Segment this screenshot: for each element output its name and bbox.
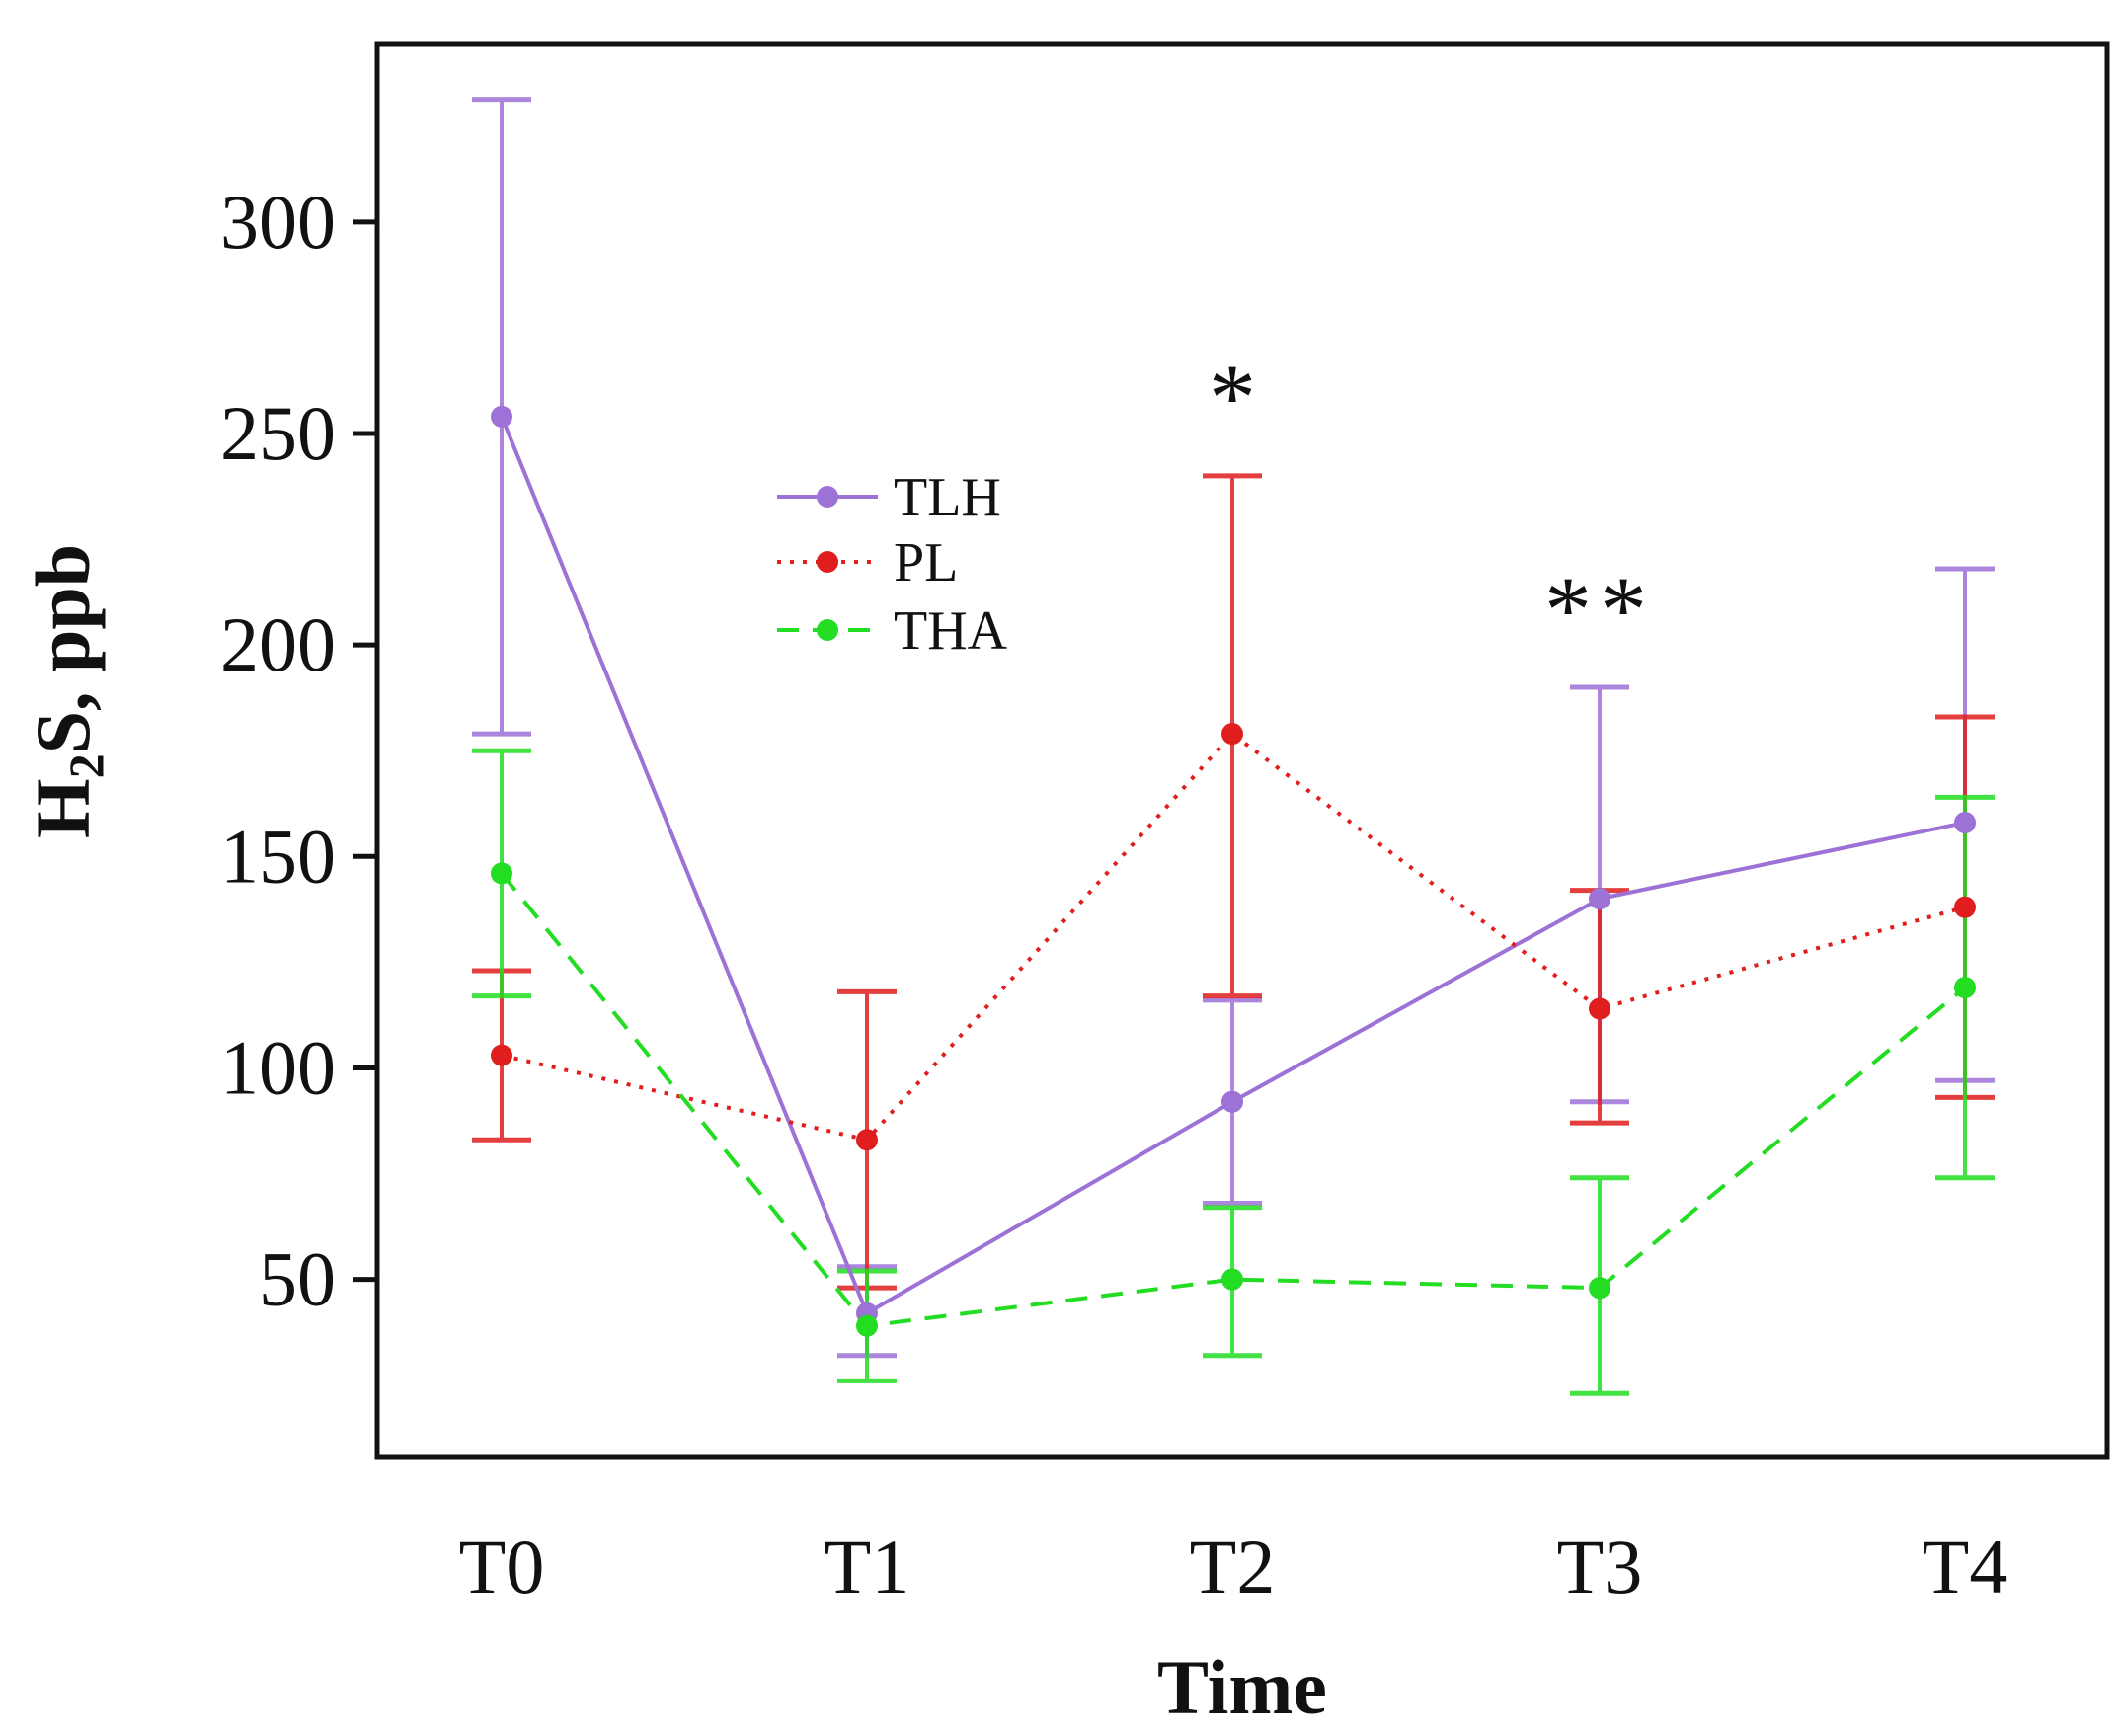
tha-point-t0 xyxy=(491,862,512,885)
x-tick-label-t3: T3 xyxy=(1557,1524,1643,1610)
series-points xyxy=(491,405,1976,1337)
tlh-point-t4 xyxy=(1954,812,1976,834)
pl-point-t1 xyxy=(856,1129,878,1151)
x-tick-label-t1: T1 xyxy=(825,1524,910,1610)
tlh-point-t2 xyxy=(1221,1090,1243,1113)
tlh-point-t3 xyxy=(1589,888,1610,910)
legend-marker-pl xyxy=(817,551,838,573)
significance-annotations: *** xyxy=(1209,345,1655,663)
pl-point-t4 xyxy=(1954,896,1976,918)
error-bars xyxy=(472,97,1995,1396)
y-tick-label-150: 150 xyxy=(220,813,336,899)
tha-point-t2 xyxy=(1221,1268,1243,1291)
legend-label-tha: THA xyxy=(894,600,1008,662)
plot-frame xyxy=(374,41,2110,1460)
legend-label-tlh: TLH xyxy=(894,467,1001,528)
y-tick-label-200: 200 xyxy=(220,601,336,687)
y-axis-title-main: H xyxy=(20,778,106,838)
pl-point-t3 xyxy=(1589,997,1610,1020)
annotation-t3: ** xyxy=(1544,557,1655,663)
annotation-t2: * xyxy=(1209,345,1256,450)
y-axis-title: H2S, ppb xyxy=(20,544,114,838)
tha-point-t3 xyxy=(1589,1277,1610,1300)
y-tick-label-50: 50 xyxy=(259,1236,336,1322)
pl-point-t0 xyxy=(491,1044,512,1066)
tha-point-t1 xyxy=(856,1314,878,1337)
x-axis-title: Time xyxy=(1157,1644,1327,1730)
x-tick-label-t2: T2 xyxy=(1190,1524,1276,1610)
tha-series-line xyxy=(500,872,1967,1328)
y-tick-label-300: 300 xyxy=(220,179,336,265)
y-axis-title-rest: S, ppb xyxy=(20,544,106,754)
legend-marker-tha xyxy=(817,619,838,641)
y-axis: 50 100 150 200 250 300 xyxy=(220,179,377,1322)
y-tick-label-250: 250 xyxy=(220,390,336,476)
y-axis-title-subscript: 2 xyxy=(58,753,114,778)
tha-point-t4 xyxy=(1954,977,1976,999)
legend-label-pl: PL xyxy=(894,532,958,593)
y-tick-label-100: 100 xyxy=(220,1024,336,1110)
x-axis: T0 T1 T2 T3 T4 xyxy=(459,1524,2008,1610)
tlh-point-t0 xyxy=(491,405,512,428)
x-tick-label-t0: T0 xyxy=(459,1524,545,1610)
pl-point-t2 xyxy=(1221,723,1243,746)
legend-marker-tlh xyxy=(817,486,838,508)
x-tick-label-t4: T4 xyxy=(1923,1524,2008,1610)
